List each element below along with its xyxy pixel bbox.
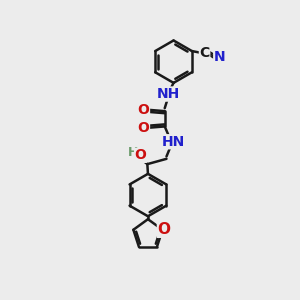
Text: N: N (214, 50, 225, 64)
Text: C: C (200, 46, 210, 60)
Text: O: O (138, 103, 149, 117)
Text: HN: HN (161, 135, 184, 149)
Text: O: O (138, 121, 149, 135)
Text: H: H (128, 146, 138, 159)
Text: NH: NH (157, 87, 180, 101)
Text: O: O (158, 222, 170, 237)
Text: O: O (135, 148, 146, 162)
